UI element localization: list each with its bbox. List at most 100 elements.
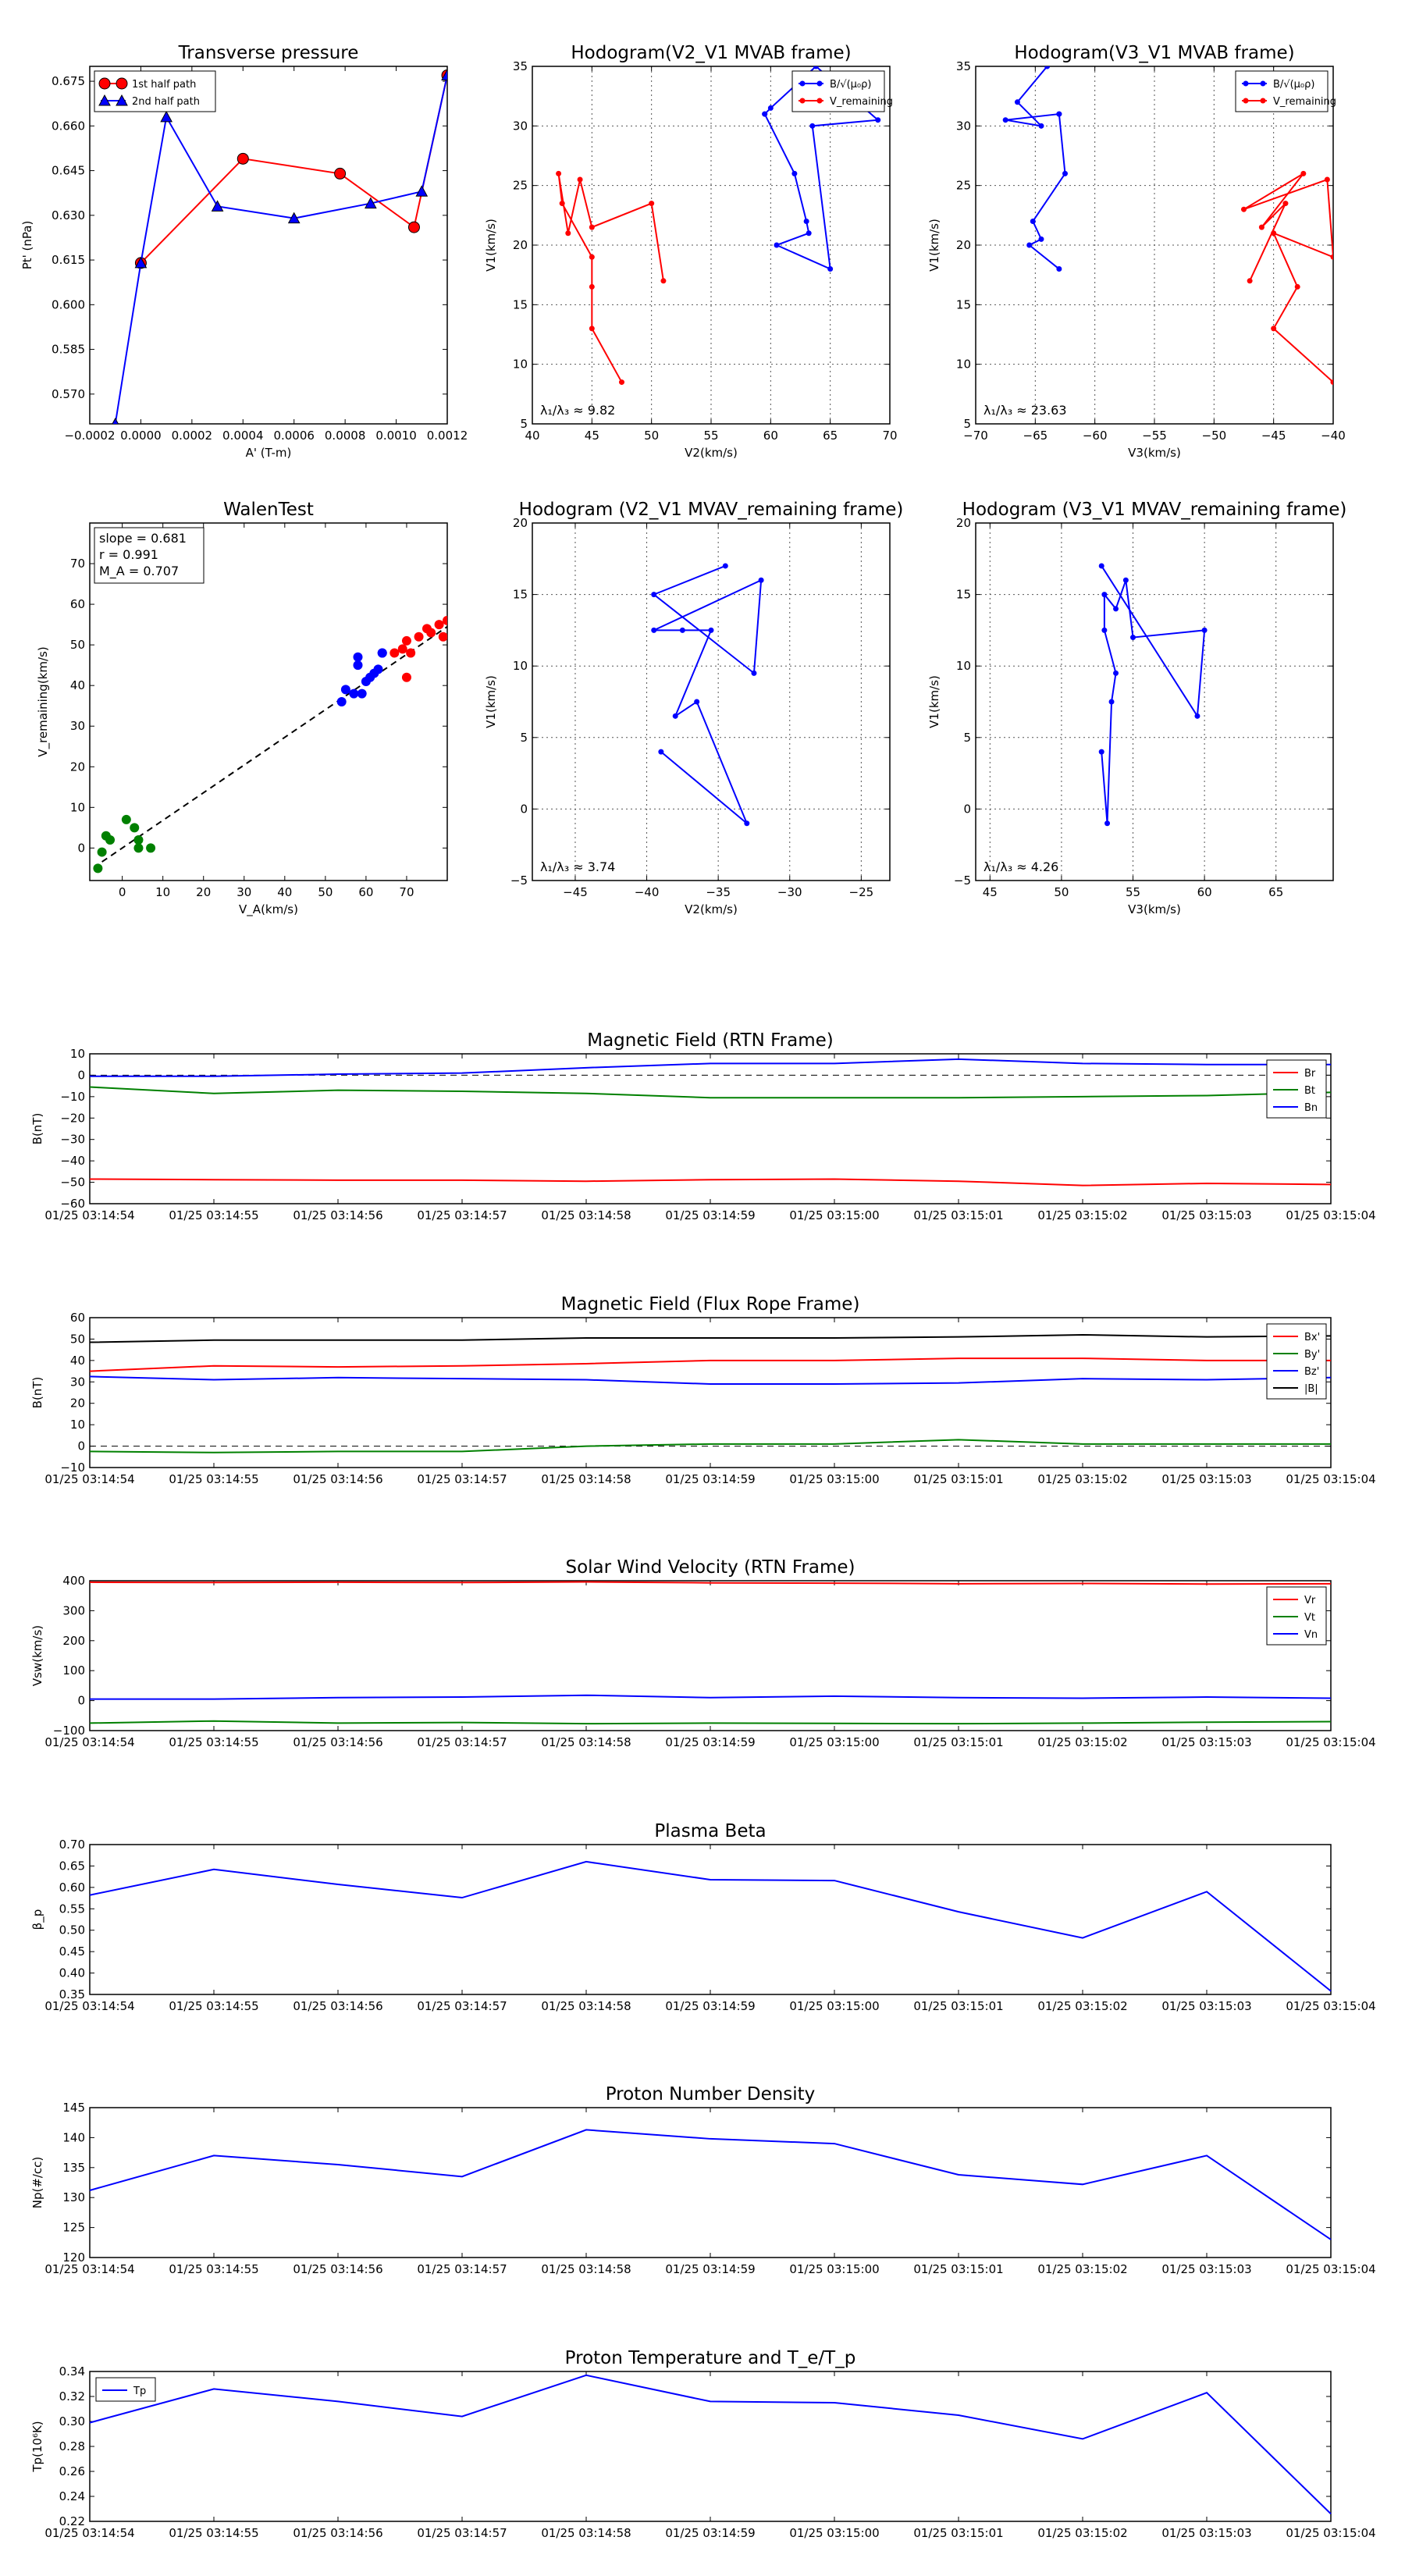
data-point <box>1194 713 1200 719</box>
chart-title: Magnetic Field (Flux Rope Frame) <box>561 1294 860 1315</box>
x-tick-label: 01/25 03:15:01 <box>913 1472 1003 1486</box>
x-tick-label: 20 <box>196 885 211 899</box>
x-tick-label: 10 <box>155 885 170 899</box>
y-tick-label: −5 <box>954 873 971 888</box>
chart-title: Plasma Beta <box>654 1821 766 1841</box>
series-line <box>89 1357 1331 1372</box>
y-axis-label: V_remaining(km/s) <box>36 646 51 756</box>
legend-marker <box>1260 98 1266 104</box>
data-point <box>619 379 624 386</box>
legend-marker <box>799 80 806 87</box>
y-tick-label: 0.70 <box>59 1838 85 1852</box>
series-line <box>89 1581 1332 1585</box>
y-tick-label: 15 <box>513 297 528 311</box>
x-tick-label: −25 <box>849 885 874 899</box>
y-tick-label: 20 <box>956 238 971 252</box>
data-point <box>1038 236 1044 242</box>
data-point <box>438 632 447 642</box>
data-point <box>349 688 359 699</box>
stats-text: M_A = 0.707 <box>99 564 179 579</box>
series-line <box>557 173 664 383</box>
x-tick-label: 55 <box>703 429 718 443</box>
plot-frame <box>89 522 448 881</box>
series-line <box>89 2129 1332 2240</box>
x-tick-label: 01/25 03:14:56 <box>293 1472 382 1486</box>
x-tick-label: 01/25 03:14:54 <box>44 1208 134 1222</box>
x-tick-label: −40 <box>635 885 660 899</box>
y-tick-label: 0.60 <box>59 1880 85 1895</box>
series-line <box>89 1086 1332 1099</box>
y-tick-label: 0.28 <box>59 2439 85 2453</box>
x-tick-label: 01/25 03:14:55 <box>169 1999 258 2013</box>
y-tick-label: −50 <box>60 1176 85 1190</box>
y-tick-label: 0.35 <box>59 1987 85 2001</box>
data-point <box>1098 563 1104 569</box>
data-point <box>1294 283 1300 290</box>
data-point <box>414 632 424 642</box>
x-tick-label: 01/25 03:14:54 <box>44 2262 134 2276</box>
data-point <box>827 266 834 272</box>
data-point <box>1056 266 1062 272</box>
x-tick-label: 40 <box>525 429 539 443</box>
x-tick-label: 01/25 03:14:59 <box>665 1999 755 2013</box>
x-tick-label: 70 <box>399 885 414 899</box>
x-tick-label: 01/25 03:15:04 <box>1286 1999 1375 2013</box>
y-tick-label: −5 <box>510 873 528 888</box>
stats-text: r = 0.991 <box>99 547 158 562</box>
x-tick-label: 01/25 03:15:01 <box>913 1735 1003 1749</box>
chart-title: Magnetic Field (RTN Frame) <box>587 1030 834 1051</box>
y-axis-label: V1(km/s) <box>484 675 498 728</box>
data-point <box>556 170 562 176</box>
x-tick-label: 45 <box>983 885 998 899</box>
y-tick-label: 135 <box>62 2161 85 2175</box>
y-tick-label: −10 <box>60 1461 85 1475</box>
data-point <box>1300 170 1307 176</box>
data-point <box>373 664 383 674</box>
chart-title: Hodogram (V2_V1 MVAV_remaining frame) <box>519 500 904 520</box>
series-line <box>89 1375 1332 1386</box>
y-tick-label: 30 <box>70 719 85 733</box>
y-tick-label: 140 <box>62 2130 85 2144</box>
y-tick-label: 25 <box>956 179 971 193</box>
data-point <box>1026 242 1033 248</box>
x-tick-label: 01/25 03:14:59 <box>665 2262 755 2276</box>
y-axis-label: B(nT) <box>30 1377 44 1409</box>
series-line <box>652 565 763 824</box>
x-tick-label: 01/25 03:14:59 <box>665 1735 755 1749</box>
x-tick-label: 01/25 03:15:02 <box>1037 2526 1127 2540</box>
chart-title: Hodogram (V3_V1 MVAV_remaining frame) <box>962 500 1347 520</box>
chart-title: Transverse pressure <box>178 43 359 63</box>
x-tick-label: 01/25 03:15:00 <box>789 1735 879 1749</box>
y-tick-label: 20 <box>956 516 971 530</box>
data-point <box>1247 278 1253 284</box>
x-tick-label: 0 <box>119 885 126 899</box>
chart-timeseries-3: 01/25 03:14:54 01/25 03:14:55 01/25 03:14:… <box>30 1821 1376 2013</box>
data-point <box>340 685 350 695</box>
legend-label: By' <box>1304 1349 1320 1361</box>
data-point <box>679 627 685 633</box>
x-tick-label: 01/25 03:15:04 <box>1286 1208 1375 1222</box>
data-point <box>1098 749 1104 755</box>
x-tick-label: 01/25 03:14:54 <box>44 2526 134 2540</box>
data-point <box>353 652 363 662</box>
x-tick-label: 01/25 03:15:00 <box>789 2262 879 2276</box>
data-point <box>806 230 812 237</box>
plot-frame <box>532 522 891 881</box>
chart-title: WalenTest <box>223 500 314 520</box>
x-tick-label: 01/25 03:15:01 <box>913 2262 1003 2276</box>
x-tick-label: −50 <box>1202 429 1227 443</box>
x-axis-label: V_A(km/s) <box>239 902 298 917</box>
y-tick-label: 20 <box>70 1397 85 1411</box>
x-tick-label: 01/25 03:15:01 <box>913 2526 1003 2540</box>
data-point <box>237 152 249 165</box>
y-tick-label: 0.26 <box>59 2464 85 2478</box>
y-tick-label: 15 <box>956 588 971 602</box>
x-tick-label: 01/25 03:14:57 <box>417 1472 507 1486</box>
data-point <box>672 713 678 719</box>
x-tick-label: 30 <box>237 885 251 899</box>
x-tick-label: −0.0002 <box>64 429 115 443</box>
x-axis-label: A' (T-m) <box>246 446 292 460</box>
y-tick-label: 10 <box>956 659 971 673</box>
x-tick-label: 01/25 03:14:58 <box>541 1999 631 2013</box>
